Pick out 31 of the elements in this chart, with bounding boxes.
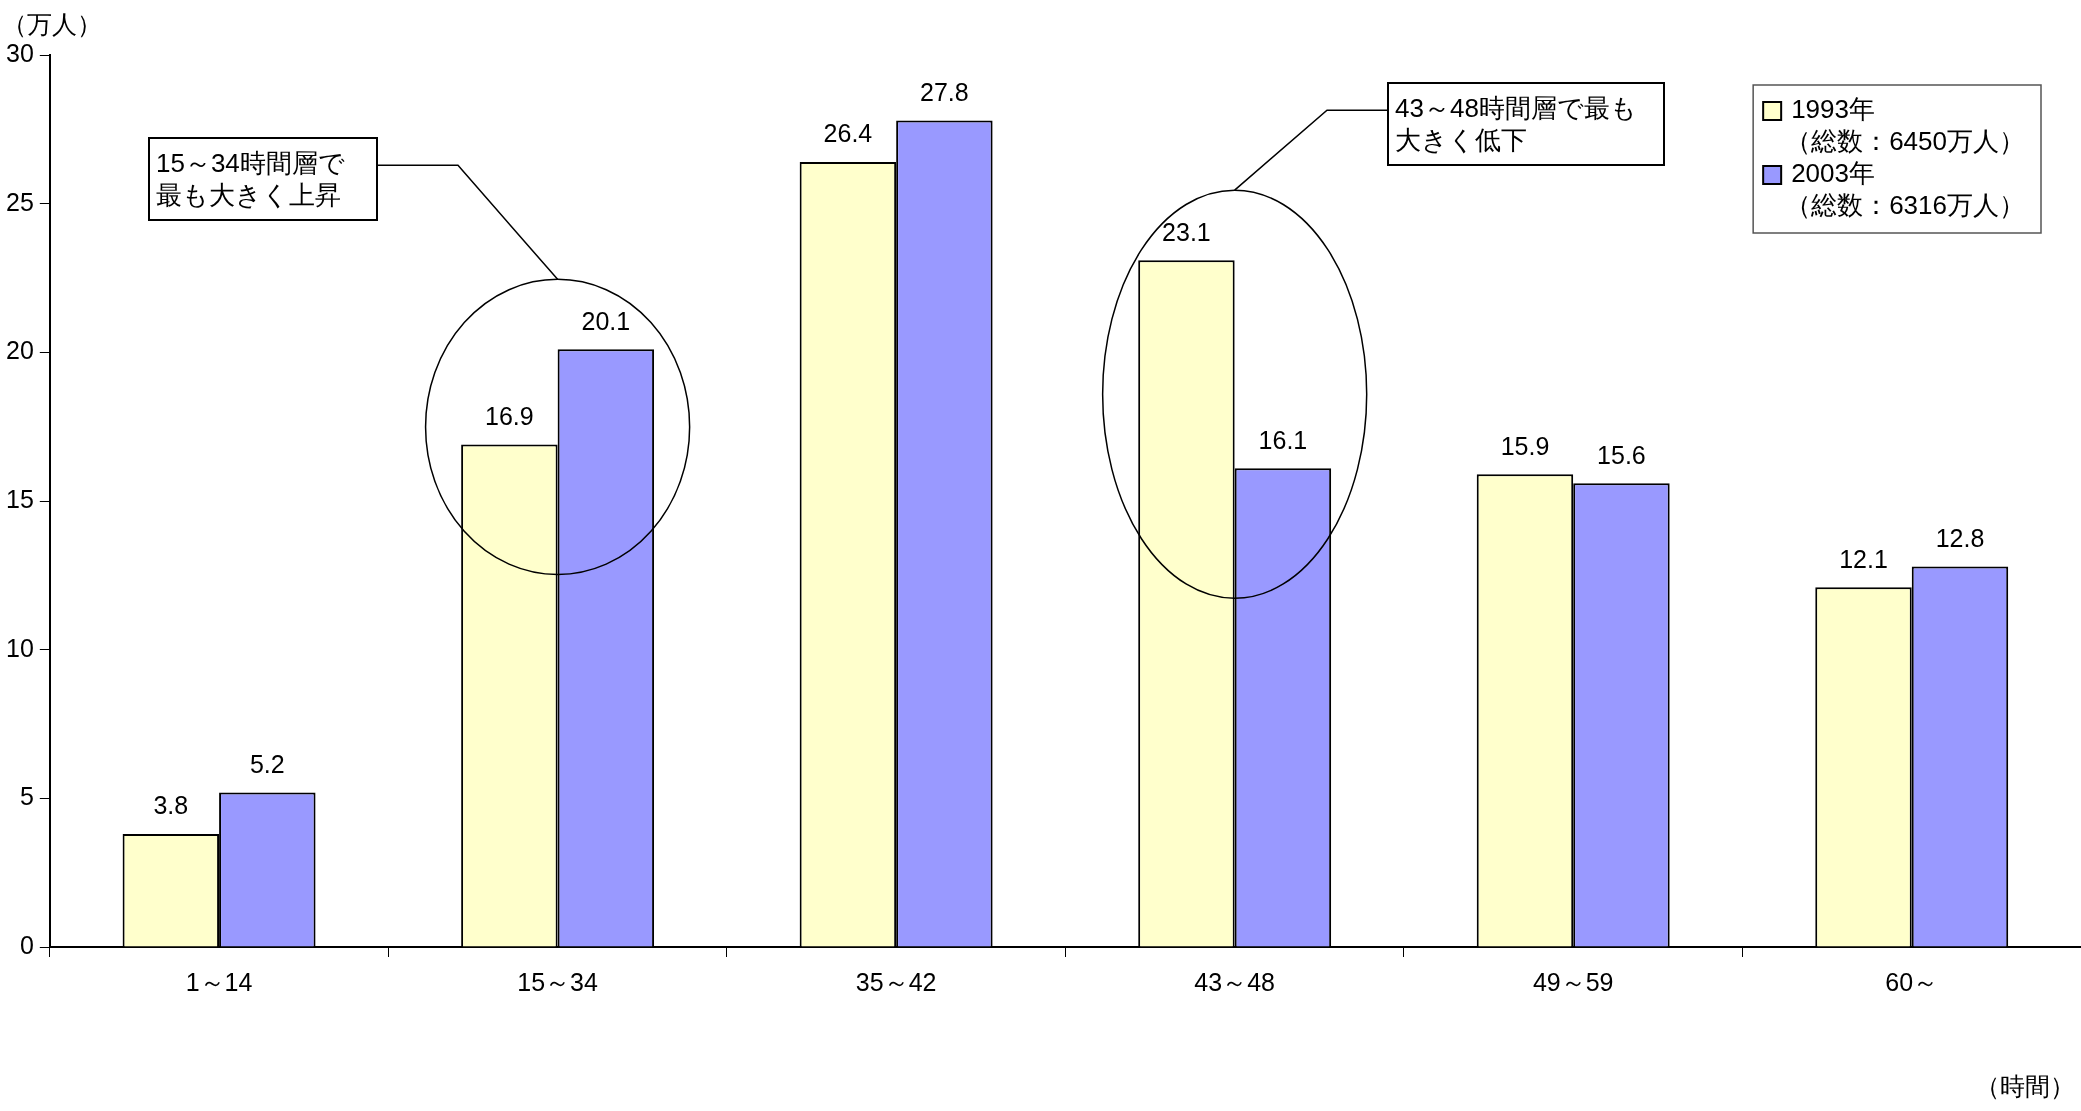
y-axis-title: （万人）	[2, 10, 102, 38]
x-tick-label: 1～14	[185, 967, 253, 996]
x-tick-label: 49～59	[1532, 967, 1614, 996]
data-label: 16.1	[1258, 425, 1308, 454]
y-tick-label: 5	[19, 782, 34, 811]
data-label: 26.4	[823, 119, 873, 148]
x-tick-label: 35～42	[855, 967, 937, 996]
annotation: 15～34時間層で最も大きく上昇	[147, 137, 378, 222]
y-tick-label: 25	[6, 187, 34, 216]
data-label: 20.1	[581, 306, 631, 335]
legend-label: 2003年（総数：6316万人）	[1785, 158, 2025, 221]
y-tick-label: 15	[6, 484, 34, 513]
x-tick-label: 43～48	[1194, 967, 1275, 996]
y-tick-label: 0	[19, 930, 34, 959]
x-tick-label: 60～	[1885, 967, 1939, 996]
data-label: 12.1	[1839, 544, 1888, 573]
data-label: 5.2	[249, 749, 285, 778]
data-label: 27.8	[920, 77, 969, 106]
data-label: 15.9	[1500, 431, 1550, 460]
annotation: 43～48時間層で最も大きく低下	[1387, 82, 1665, 167]
legend-label: 1993年（総数：6450万人）	[1785, 94, 2025, 157]
y-tick-label: 20	[6, 336, 34, 365]
x-axis-title: （時間）	[1975, 1071, 2075, 1102]
data-label: 15.6	[1597, 440, 1646, 469]
data-label: 23.1	[1162, 217, 1211, 246]
y-tick-label: 30	[6, 38, 34, 67]
y-tick-label: 10	[6, 633, 34, 662]
data-label: 16.9	[485, 401, 534, 430]
x-tick-label: 15～34	[517, 967, 598, 996]
data-label: 12.8	[1935, 523, 1985, 552]
data-label: 3.8	[153, 791, 189, 820]
